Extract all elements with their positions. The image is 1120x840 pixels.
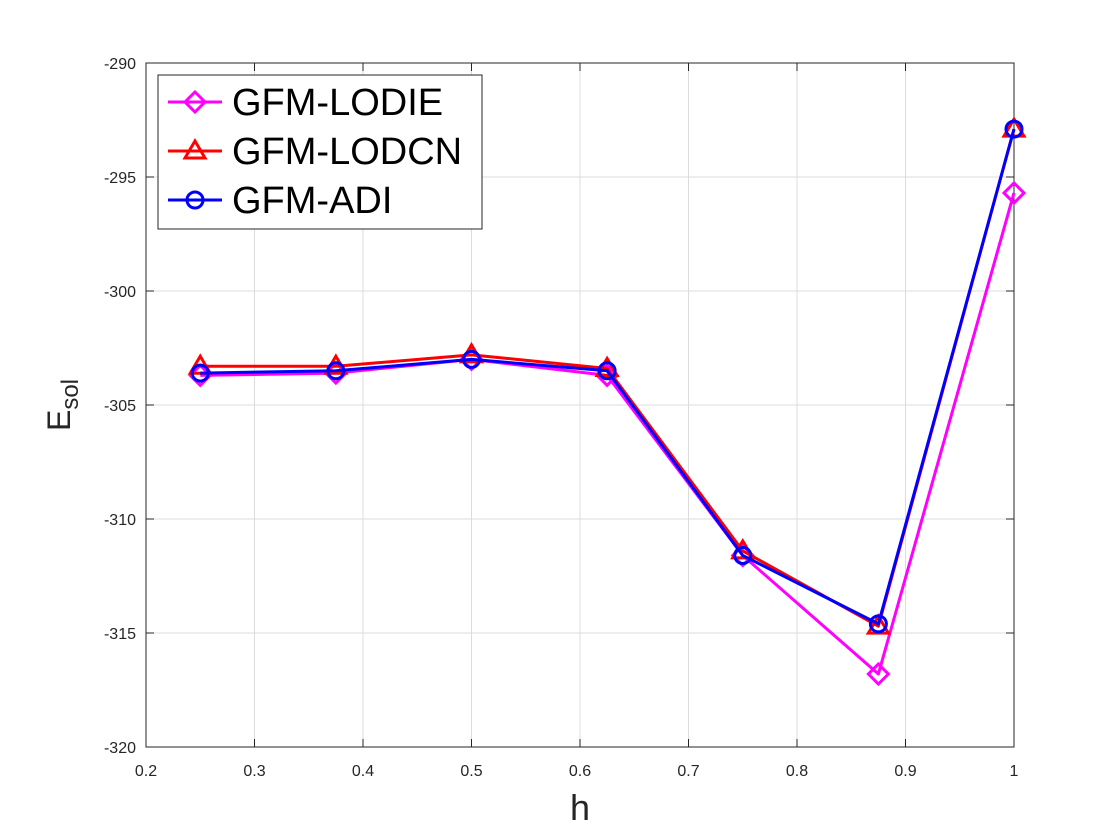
legend-marker-diamond [182,89,208,115]
x-tick-label: 0.9 [894,763,916,780]
y-tick-label: -295 [104,170,136,187]
data-point-circle [1004,119,1024,139]
legend-label: GFM-LODIE [232,82,443,124]
data-point-circle [597,361,617,381]
x-tick-label: 0.2 [135,763,157,780]
data-point-triangle [187,353,213,375]
data-point-circle [326,361,346,381]
data-point-triangle [594,355,620,378]
y-tick-labels: -320 -315 -310 -305 -300 -295 -290 [104,56,136,757]
x-tick-label: 0.3 [243,763,265,780]
y-tick-label: -290 [104,56,136,73]
legend-item: GFM-ADI [168,180,392,222]
y-tick-label: -310 [104,512,136,529]
legend-label: GFM-ADI [232,180,392,222]
x-tick-label: 0.8 [786,763,808,780]
data-point-circle [733,545,753,565]
data-point-diamond [866,661,891,687]
y-tick-label: -315 [104,626,136,643]
y-tick-label: -305 [104,398,136,415]
x-tick-labels: 0.2 0.3 0.4 0.5 0.6 0.7 0.8 0.9 1 [135,763,1019,780]
x-tick-label: 0.7 [677,763,699,780]
data-point-circle [190,363,210,383]
series-line [200,128,1016,626]
series-gfm-adi [190,119,1024,634]
y-tick-label: -320 [104,740,136,757]
x-tick-label: 0.6 [569,763,591,780]
series-group [187,116,1027,687]
y-axis-title-subscript: sol [57,379,84,410]
y-axis-title: Esol [41,379,84,431]
x-axis-title: h [570,787,590,828]
data-point-circle [868,614,888,634]
y-axis-title-main: E [41,410,77,431]
series-line [200,128,1016,628]
axis-ticks [145,62,1015,748]
legend-label: GFM-LODCN [232,131,462,173]
legend-item: GFM-LODIE [168,82,443,124]
data-point-diamond [1001,180,1027,206]
legend: GFM-LODIE GFM-LODCN GFM-ADI [157,74,483,230]
x-tick-label: 0.4 [352,763,374,780]
y-tick-label: -300 [104,284,136,301]
legend-marker-circle [185,190,205,210]
x-tick-label: 1 [1010,763,1019,780]
legend-item: GFM-LODCN [168,131,462,173]
data-point-circle [462,349,481,369]
x-tick-label: 0.5 [460,763,482,780]
legend-marker-triangle [182,138,208,160]
